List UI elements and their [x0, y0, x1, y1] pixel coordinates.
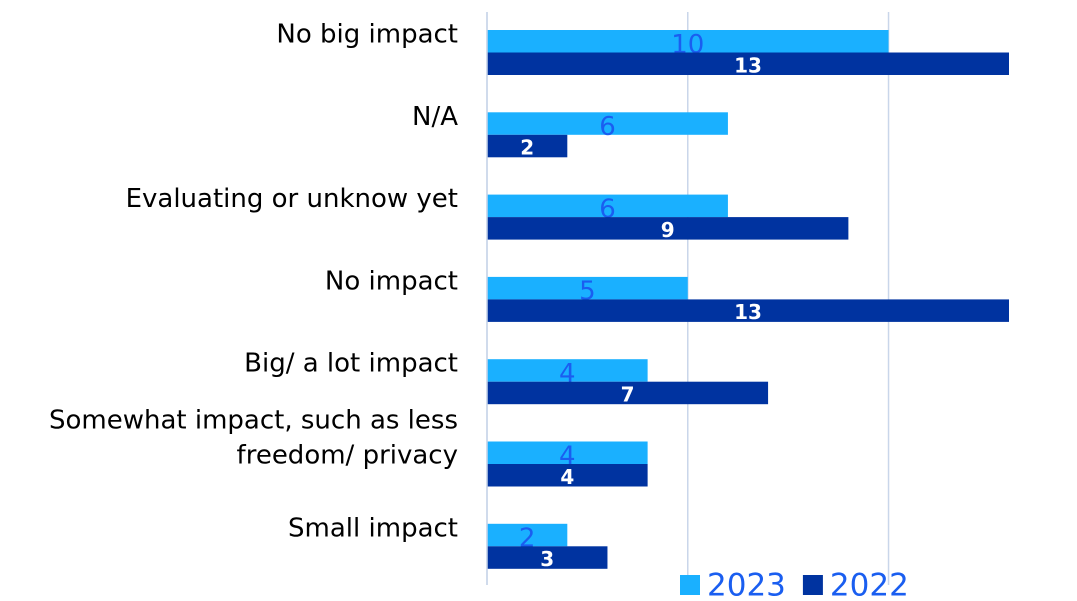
data-label: 3 — [540, 547, 554, 571]
category-label: N/A — [412, 102, 458, 132]
data-label: 13 — [734, 300, 762, 324]
category-label: Big/ a lot impact — [244, 349, 458, 379]
bar — [487, 276, 688, 300]
bar — [487, 299, 1009, 322]
legend-swatch — [802, 575, 823, 595]
bar — [487, 134, 568, 158]
bar — [487, 194, 728, 218]
data-label: 9 — [661, 218, 675, 242]
data-label: 6 — [599, 112, 616, 142]
bar — [487, 30, 889, 53]
data-label: 2 — [520, 136, 534, 160]
bar — [487, 441, 648, 464]
legend-label: 2023 — [707, 568, 786, 601]
bar — [487, 381, 769, 405]
legend-label: 2022 — [830, 568, 909, 601]
data-label: 4 — [559, 441, 576, 471]
data-label: 6 — [599, 194, 616, 224]
category-label: Somewhat impact, such as less freedom/ pr… — [49, 405, 458, 470]
data-label: 4 — [560, 465, 574, 489]
data-label: 13 — [734, 53, 762, 77]
category-label-line: Somewhat impact, such as less — [49, 405, 458, 435]
category-label: Small impact — [288, 513, 458, 543]
legend-swatch — [680, 575, 700, 595]
bar — [487, 52, 1009, 75]
data-label: 2 — [519, 524, 536, 554]
category-label: No big impact — [276, 20, 458, 50]
bar — [487, 112, 728, 135]
bar — [487, 359, 648, 382]
category-label: Evaluating or unknow yet — [126, 184, 458, 214]
bar — [487, 464, 648, 487]
data-label: 4 — [559, 359, 576, 389]
category-label: No impact — [325, 266, 458, 296]
category-label-line: freedom/ privacy — [237, 440, 458, 470]
bar — [487, 546, 608, 569]
data-label: 5 — [579, 277, 596, 307]
bar — [487, 523, 568, 547]
bar — [487, 217, 849, 240]
data-label: 7 — [621, 382, 635, 406]
